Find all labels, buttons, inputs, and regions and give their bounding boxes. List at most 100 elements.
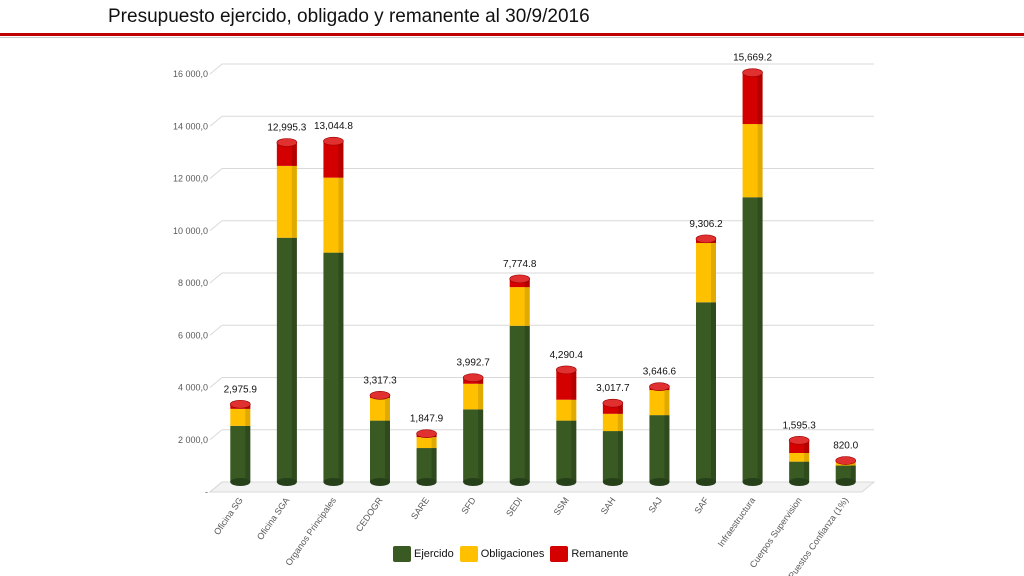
- bar-bottom-cap: [602, 478, 623, 486]
- bar-segment-shade: [850, 465, 856, 482]
- bar-segment-shade: [245, 408, 251, 426]
- bar-stack: [835, 456, 857, 486]
- bars-layer: [229, 68, 857, 486]
- bar-top-cap: [229, 399, 251, 409]
- bar-segment-shade: [664, 390, 670, 416]
- gridline-depth: [209, 63, 223, 75]
- bar-top-cap: [276, 138, 298, 147]
- title-rule-red: [0, 33, 1024, 36]
- bar-stack: [229, 399, 251, 486]
- bar-stack: [276, 138, 298, 486]
- bar-segment-shade: [338, 141, 344, 178]
- gridline-depth: [209, 272, 223, 284]
- bar-segment-shade: [478, 409, 484, 482]
- y-tick-label: 2 000,0: [178, 435, 208, 445]
- y-tick-label: 6 000,0: [178, 330, 208, 340]
- bar-bottom-cap: [556, 478, 577, 486]
- bar-bottom-cap: [463, 478, 484, 486]
- x-tick-label: Cuerpos Supervision: [748, 495, 804, 569]
- bar-bottom-cap: [416, 478, 437, 486]
- bar-segment-shade: [385, 397, 390, 421]
- bar-top-cap: [323, 136, 344, 146]
- gridline-depth: [209, 481, 223, 493]
- bar-segment-shade: [617, 431, 623, 482]
- legend-item-ejercido: Ejercido: [393, 546, 454, 562]
- y-tick-label: 4 000,0: [178, 383, 208, 393]
- y-tick-label: -: [205, 487, 208, 497]
- bar-segment-shade: [524, 287, 530, 326]
- data-label-total: 3,017.7: [596, 383, 630, 394]
- bar-segment-shade: [757, 197, 763, 483]
- bar-top-cap: [416, 429, 437, 439]
- data-label-total: 7,774.8: [503, 259, 537, 270]
- bar-segment-shade: [757, 124, 763, 198]
- bar-bottom-cap: [230, 478, 251, 486]
- data-label-total: 820.0: [833, 441, 858, 452]
- y-tick-label: 8 000,0: [178, 278, 208, 288]
- bar-stack: [509, 274, 531, 486]
- bar-bottom-cap: [323, 478, 344, 486]
- bar-segment: [416, 437, 437, 449]
- x-tick-label: Infraestructura: [716, 495, 757, 548]
- grid-layer: [208, 63, 876, 493]
- bar-bottom-cap: [509, 478, 530, 486]
- y-tick-label: 14 000,0: [173, 121, 208, 131]
- bar-bottom-cap: [276, 478, 297, 486]
- x-tick-label: SAJ: [646, 495, 664, 514]
- bar-top-cap: [509, 274, 531, 284]
- bar-segment-shade: [804, 453, 810, 462]
- bar-top-cap: [835, 456, 857, 465]
- bar-bottom-cap: [696, 478, 716, 486]
- bar-segment-shade: [571, 369, 577, 400]
- page-title: Presupuesto ejercido, obligado y remanen…: [108, 6, 590, 27]
- bar-top-cap: [462, 373, 484, 382]
- bar-segment-shade: [245, 425, 251, 482]
- y-tick-label: 10 000,0: [173, 226, 208, 236]
- x-tick-label: SARE: [409, 495, 431, 521]
- bar-segment-shade: [617, 403, 623, 414]
- bar-segment-shade: [524, 278, 530, 288]
- x-tick-label: Oficina SGA: [255, 495, 292, 541]
- bar-top-cap: [649, 382, 670, 392]
- bar-stack: [695, 234, 717, 486]
- bar-segment-shade: [571, 420, 577, 482]
- bar-stack: [649, 382, 670, 486]
- x-tick-label: SFD: [459, 495, 478, 516]
- data-label-total: 2,975.9: [224, 384, 258, 395]
- data-label-total: 3,317.3: [363, 375, 397, 386]
- gridline-depth: [209, 377, 223, 388]
- gridline-depth: [209, 115, 223, 127]
- bar-segment-shade: [478, 377, 484, 384]
- bar-bottom-cap: [742, 478, 763, 486]
- bar-stack: [369, 391, 391, 486]
- bar-segment-shade: [524, 325, 530, 482]
- data-label-total: 1,847.9: [410, 414, 444, 425]
- bar-bottom-cap: [370, 478, 390, 486]
- title-rule-grey: [0, 37, 1024, 38]
- bar-segment-shade: [711, 302, 716, 482]
- bar-segment-shade: [711, 242, 716, 303]
- data-label-total: 3,646.6: [643, 367, 677, 378]
- legend-swatch-ejercido: [393, 546, 411, 562]
- legend: Ejercido Obligaciones Remanente: [393, 546, 634, 562]
- bar-segment: [789, 453, 810, 462]
- bar-top-cap: [555, 365, 577, 375]
- bar-segment-shade: [338, 252, 344, 482]
- bar-segment-shade: [431, 448, 437, 482]
- bar-segment-shade: [617, 413, 623, 432]
- legend-label-remanente: Remanente: [571, 548, 629, 560]
- x-tick-label: Oficina SG: [212, 495, 245, 536]
- x-tick-label: SSM: [552, 495, 571, 517]
- bar-segment-shade: [431, 437, 437, 449]
- bar-stack: [555, 365, 577, 486]
- bar-segment-shade: [291, 237, 297, 482]
- bar-segment-shade: [478, 383, 484, 410]
- bar-top-cap: [742, 68, 763, 77]
- bar-segment-shade: [850, 461, 856, 466]
- data-label-total: 3,992.7: [456, 358, 490, 369]
- bar-segment-shade: [291, 142, 297, 166]
- legend-label-obligaciones: Obligaciones: [480, 548, 545, 560]
- bar-segment-shade: [571, 399, 577, 421]
- legend-swatch-remanente: [550, 546, 569, 562]
